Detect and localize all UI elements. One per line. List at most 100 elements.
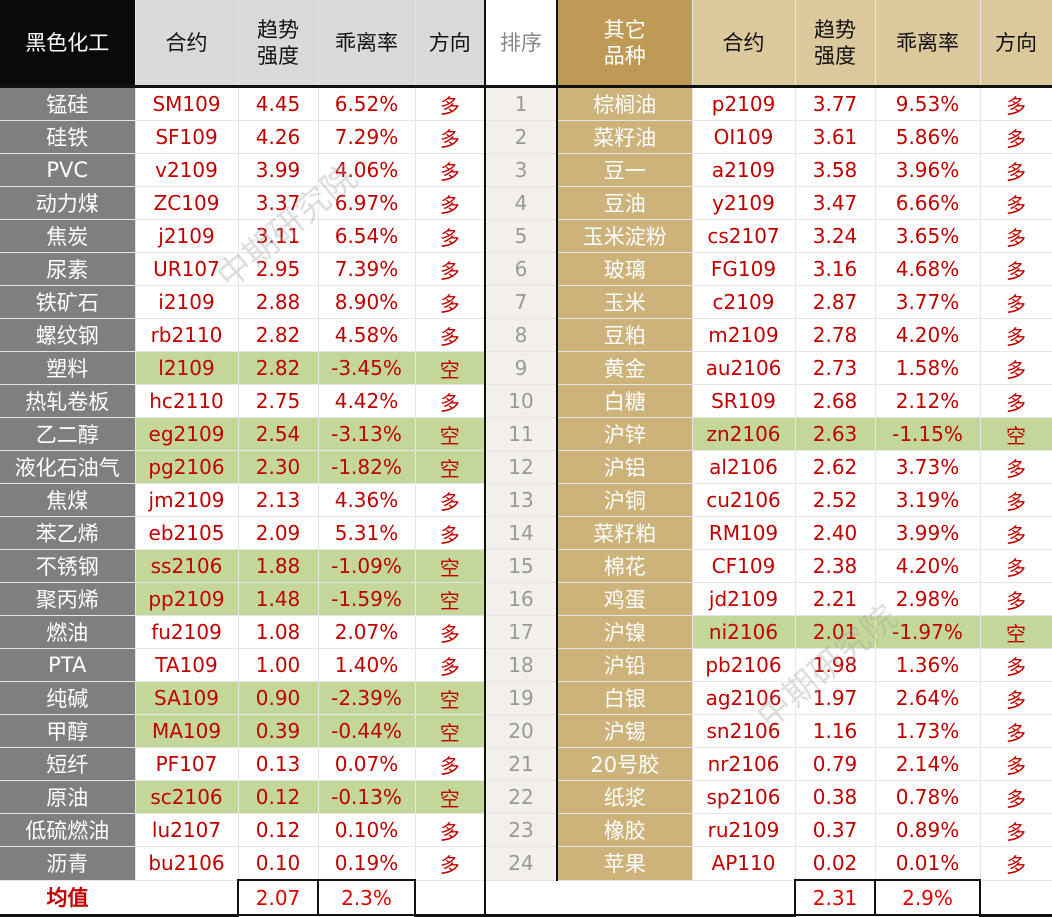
left-deviation: -1.82%: [318, 450, 416, 484]
right-name: 沪锌: [557, 417, 693, 451]
right-name: 沪铅: [557, 648, 693, 682]
rank: 10: [484, 384, 558, 418]
header-rank: 排序: [484, 0, 558, 88]
left-strength: 3.99: [238, 153, 319, 187]
right-name: 白糖: [557, 384, 693, 418]
left-deviation: 4.36%: [318, 483, 416, 517]
table-row: 锰硅 SM109 4.45 6.52% 多 1 棕榈油 p2109 3.77 9.53% 多: [0, 86, 1052, 121]
right-strength: 2.62: [795, 450, 876, 484]
right-deviation: 1.58%: [875, 351, 981, 385]
left-direction: 空: [415, 549, 486, 583]
left-deviation: 1.40%: [318, 648, 416, 682]
right-name: 白银: [557, 681, 693, 715]
left-deviation: 6.52%: [318, 86, 416, 121]
right-name: 菜籽油: [557, 120, 693, 154]
left-direction: 多: [415, 120, 486, 154]
right-strength: 0.38: [795, 780, 876, 814]
left-contract: hc2110: [135, 384, 239, 418]
empty-cell: [415, 880, 485, 917]
rank: 13: [484, 483, 558, 517]
right-strength: 3.16: [795, 252, 876, 286]
right-direction: 多: [980, 153, 1052, 187]
right-name: 豆一: [557, 153, 693, 187]
left-strength: 1.08: [238, 615, 319, 649]
right-strength: 3.24: [795, 219, 876, 253]
left-contract: lu2107: [135, 813, 239, 847]
left-contract: UR107: [135, 252, 239, 286]
right-deviation: 3.19%: [875, 483, 981, 517]
header-contract-right: 合约: [692, 0, 796, 88]
left-strength: 2.75: [238, 384, 319, 418]
table-row: 沥青 bu2106 0.10 0.19% 多 24 苹果 AP110 0.02 0.01% 多: [0, 846, 1052, 881]
left-name: 乙二醇: [0, 417, 136, 451]
left-contract: j2109: [135, 219, 239, 253]
right-strength: 2.68: [795, 384, 876, 418]
right-strength: 2.40: [795, 516, 876, 550]
left-name: 短纤: [0, 747, 136, 781]
right-direction: 多: [980, 780, 1052, 814]
rank: 16: [484, 582, 558, 616]
right-deviation: 4.20%: [875, 549, 981, 583]
right-name: 20号胶: [557, 747, 693, 781]
left-name: 铁矿石: [0, 285, 136, 319]
left-strength: 2.95: [238, 252, 319, 286]
left-direction: 空: [415, 714, 486, 748]
table-row: 苯乙烯 eb2105 2.09 5.31% 多 14 菜籽粕 RM109 2.40 3.99% 多: [0, 516, 1052, 550]
average-row: 均值 2.07 2.3% 2.31 2.9%: [0, 879, 1052, 917]
left-deviation: -1.09%: [318, 549, 416, 583]
table-row: 塑料 l2109 2.82 -3.45% 空 9 黄金 au2106 2.73 1.58% 多: [0, 351, 1052, 385]
header-strength-right: 趋势强度: [795, 0, 876, 88]
left-contract: l2109: [135, 351, 239, 385]
header-right-group: 其它品种: [557, 0, 693, 88]
right-name: 纸浆: [557, 780, 693, 814]
table-row: 铁矿石 i2109 2.88 8.90% 多 7 玉米 c2109 2.87 3.77% 多: [0, 285, 1052, 319]
rank: 20: [484, 714, 558, 748]
left-contract: eb2105: [135, 516, 239, 550]
left-contract: v2109: [135, 153, 239, 187]
rank: 23: [484, 813, 558, 847]
rank: 3: [484, 153, 558, 187]
left-name: 甲醇: [0, 714, 136, 748]
left-strength: 2.09: [238, 516, 319, 550]
left-name: 热轧卷板: [0, 384, 136, 418]
right-strength: 0.02: [795, 846, 876, 881]
right-deviation: 0.78%: [875, 780, 981, 814]
left-contract: ss2106: [135, 549, 239, 583]
rank: 14: [484, 516, 558, 550]
left-contract: MA109: [135, 714, 239, 748]
right-strength: 2.78: [795, 318, 876, 352]
right-direction: 多: [980, 483, 1052, 517]
right-direction: 多: [980, 219, 1052, 253]
header-row: 黑色化工 合约 趋势强度 乖离率 方向 排序 其它品种 合约 趋势强度 乖离率 …: [0, 0, 1052, 88]
right-name: 橡胶: [557, 813, 693, 847]
right-strength: 2.63: [795, 417, 876, 451]
rank: 17: [484, 615, 558, 649]
average-label: 均值: [0, 880, 135, 917]
left-deviation: 6.97%: [318, 186, 416, 220]
left-name: PVC: [0, 153, 136, 187]
empty-cell: [980, 880, 1052, 917]
table-row: 聚丙烯 pp2109 1.48 -1.59% 空 16 鸡蛋 jd2109 2.21 2.98% 多: [0, 582, 1052, 616]
table-row: 螺纹钢 rb2110 2.82 4.58% 多 8 豆粕 m2109 2.78 4.20% 多: [0, 318, 1052, 352]
right-contract: sn2106: [692, 714, 796, 748]
left-direction: 多: [415, 384, 486, 418]
right-contract: cs2107: [692, 219, 796, 253]
header-deviation: 乖离率: [318, 0, 416, 88]
left-strength: 1.48: [238, 582, 319, 616]
right-strength: 1.98: [795, 648, 876, 682]
rank: 7: [484, 285, 558, 319]
left-strength: 0.90: [238, 681, 319, 715]
right-strength: 1.97: [795, 681, 876, 715]
left-contract: SM109: [135, 86, 239, 121]
rank: 24: [484, 846, 558, 881]
right-direction: 多: [980, 285, 1052, 319]
right-strength: 3.58: [795, 153, 876, 187]
header-direction: 方向: [415, 0, 486, 88]
table-row: PVC v2109 3.99 4.06% 多 3 豆一 a2109 3.58 3.96% 多: [0, 153, 1052, 187]
right-contract: pb2106: [692, 648, 796, 682]
left-direction: 多: [415, 318, 486, 352]
right-name: 沪锡: [557, 714, 693, 748]
right-direction: 多: [980, 714, 1052, 748]
left-direction: 空: [415, 351, 486, 385]
right-average-strength: 2.31: [794, 879, 876, 916]
